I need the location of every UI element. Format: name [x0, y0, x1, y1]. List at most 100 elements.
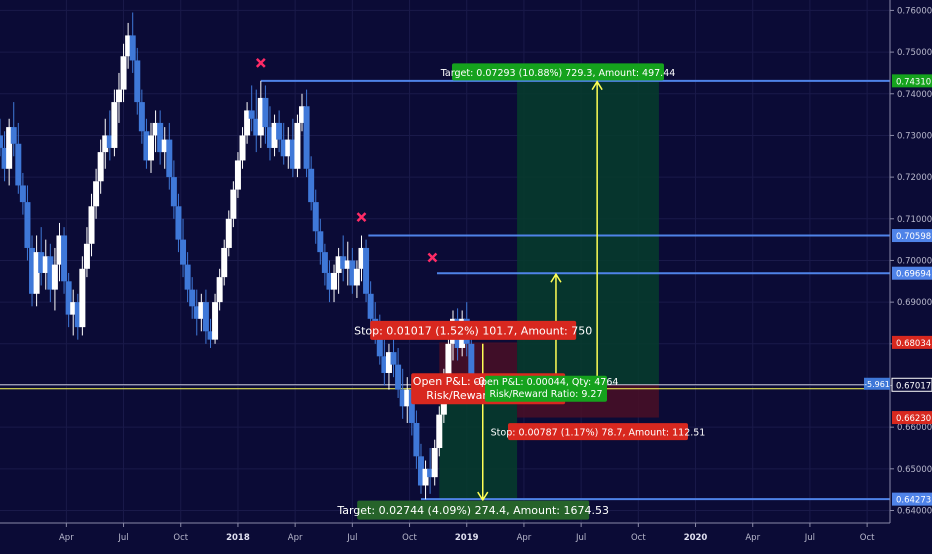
candle-body-up	[83, 243, 90, 269]
candle-body-up	[385, 352, 392, 373]
cross-marker-stroke	[356, 212, 367, 223]
price-tag-box	[891, 377, 932, 392]
y-axis-tick-label: 0.66000	[897, 423, 932, 433]
candle-body-down	[1, 147, 8, 169]
candle-body-down	[427, 468, 434, 478]
candle-body-up	[70, 302, 77, 315]
long-target-label-box	[451, 63, 664, 81]
cross-marker	[255, 58, 266, 68]
price-tag-label: 0.70598	[896, 232, 931, 242]
candle-body-down	[129, 35, 136, 61]
candle-body-up	[111, 102, 118, 148]
projection-arrow-head	[550, 272, 562, 283]
candle-body-up	[88, 206, 95, 244]
x-axis-tick-label: Oct	[631, 533, 646, 543]
x-axis-tick-label: Apr	[517, 533, 532, 543]
candle-body-up	[56, 235, 63, 265]
cross-marker-stroke	[255, 58, 266, 68]
x-axis-tick-label: 2018	[226, 533, 250, 543]
y-axis-tick-label: 0.64000	[897, 506, 932, 516]
candle-body-up	[125, 35, 132, 57]
candle-body-down	[19, 185, 26, 203]
candle-body-down	[157, 122, 164, 153]
cross-marker	[356, 212, 367, 223]
candle-body-down	[289, 139, 296, 169]
y-axis-tick-label: 0.72000	[897, 173, 932, 183]
candle-body-down	[65, 281, 72, 315]
candle-body-up	[331, 272, 338, 290]
markers	[255, 58, 438, 518]
candle-body-down	[321, 252, 328, 273]
candle-body-down	[381, 356, 388, 373]
price-tag-label: 0.66230	[896, 414, 931, 424]
candle-body-up	[97, 152, 104, 182]
candle-body-down	[202, 302, 209, 332]
candle-body-up	[221, 247, 228, 278]
candle-body-up	[225, 218, 232, 248]
long-stop-label-box	[507, 423, 688, 441]
candle-body-down	[134, 60, 141, 103]
candle-body-down	[193, 306, 200, 319]
price-tag-box	[892, 229, 932, 243]
candle-body-up	[6, 127, 13, 169]
x-axis-tick-label: Jul	[804, 533, 815, 543]
projection-arrow-head	[477, 491, 489, 502]
y-axis-tick-label: 0.70000	[897, 256, 932, 266]
candle-body-up	[33, 252, 40, 294]
candle-body-up	[102, 135, 109, 153]
candle-body-up	[93, 181, 100, 207]
candle-body-down	[180, 239, 187, 265]
price-tag-box	[892, 74, 932, 88]
candle-body-down	[340, 256, 347, 269]
candle-body-down	[166, 139, 173, 178]
cross-marker-stroke	[427, 252, 438, 263]
candle-body-down	[417, 456, 424, 486]
candle-body-down	[367, 293, 374, 319]
price-tag-label: 0.68034	[896, 339, 931, 349]
candle-body-down	[413, 422, 420, 457]
candle-body-up	[79, 268, 86, 328]
candle-body-down	[317, 231, 324, 253]
candle-body-up	[431, 447, 438, 478]
candle-body-down	[47, 256, 54, 290]
candle-body-up	[271, 122, 278, 148]
candle-body-down	[248, 110, 255, 119]
candle-body-down	[376, 331, 383, 357]
candle-body-down	[29, 247, 36, 294]
x-axis-tick-label: Jul	[575, 533, 586, 543]
long-risk-reward: Risk/Reward Ratio: 9.27	[489, 389, 602, 400]
price-tag-label: 0.69694	[896, 270, 931, 280]
y-axis-tick-label: 0.71000	[897, 215, 932, 225]
x-axis-tick-label: Oct	[860, 533, 875, 543]
x-axis-tick-label: Oct	[402, 533, 417, 543]
x-axis-tick-label: Jul	[346, 533, 357, 543]
candle-body-down	[38, 252, 45, 273]
long-open-pnl: Open P&L: 0.00044, Qty: 4764	[474, 377, 619, 388]
candle-body-up	[239, 135, 246, 161]
candle-body-down	[61, 235, 68, 282]
candle-body-down	[326, 272, 333, 290]
candle-body-up	[152, 122, 159, 136]
candle-body-down	[468, 343, 475, 386]
long-target-label: Target: 0.07293 (10.88%) 729.3, Amount: …	[440, 68, 676, 79]
candle-body-down	[408, 389, 415, 423]
candle-body-down	[266, 127, 273, 148]
candle-body-down	[363, 247, 370, 294]
candle-body-down	[15, 143, 22, 186]
candle-body-up	[404, 389, 411, 407]
x-axis-tick-label: Apr	[288, 533, 303, 543]
candle-body-down	[74, 302, 81, 328]
price-tag-box	[892, 266, 932, 280]
x-axis-tick-label: Apr	[59, 533, 74, 543]
candle-body-down	[349, 260, 356, 286]
current-price-marker-label: -5.961	[864, 380, 890, 389]
candle-body-up	[353, 268, 360, 286]
candle-body-up	[198, 302, 205, 319]
candle-body-up	[51, 264, 58, 290]
x-axis-tick-label: Apr	[745, 533, 760, 543]
candle-body-down	[184, 264, 191, 290]
y-axis-tick-label: 0.69000	[897, 298, 932, 308]
candle-body-down	[280, 139, 287, 157]
